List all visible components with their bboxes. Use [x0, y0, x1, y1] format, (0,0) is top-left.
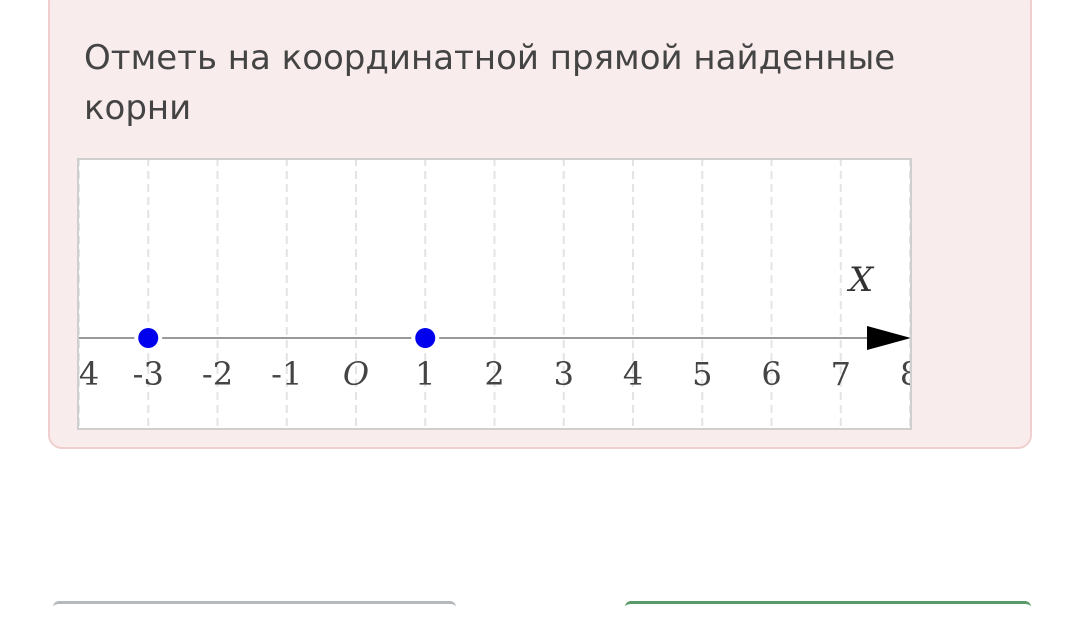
tick-label: 8 [900, 355, 912, 393]
confirm-button[interactable] [625, 601, 1031, 624]
secondary-button[interactable] [53, 601, 456, 624]
tick-label: 3 [554, 355, 574, 393]
tick-label: O [343, 355, 369, 393]
tick-label: 7 [831, 355, 851, 393]
axis-arrow-icon [867, 326, 910, 350]
tick-label: 1 [415, 355, 435, 393]
tick-label: -2 [202, 355, 233, 393]
tick-label: 5 [692, 355, 712, 393]
tick-label: -3 [133, 355, 164, 393]
number-line-plot[interactable]: X 4 -3 -2 -1 O 1 2 3 4 5 6 7 8 [77, 158, 912, 430]
root-point[interactable] [415, 328, 436, 348]
tick-label: -1 [271, 355, 302, 393]
root-point[interactable] [138, 328, 159, 348]
tick-label: 6 [761, 355, 781, 393]
question-text: Отметь на координатной прямой найденные … [84, 38, 896, 128]
axis-label: X [846, 260, 875, 300]
number-line-svg[interactable]: X 4 -3 -2 -1 O 1 2 3 4 5 6 7 8 [77, 158, 912, 430]
tick-label: 2 [484, 355, 504, 393]
tick-label: 4 [79, 355, 99, 393]
tick-label: 4 [623, 355, 643, 393]
